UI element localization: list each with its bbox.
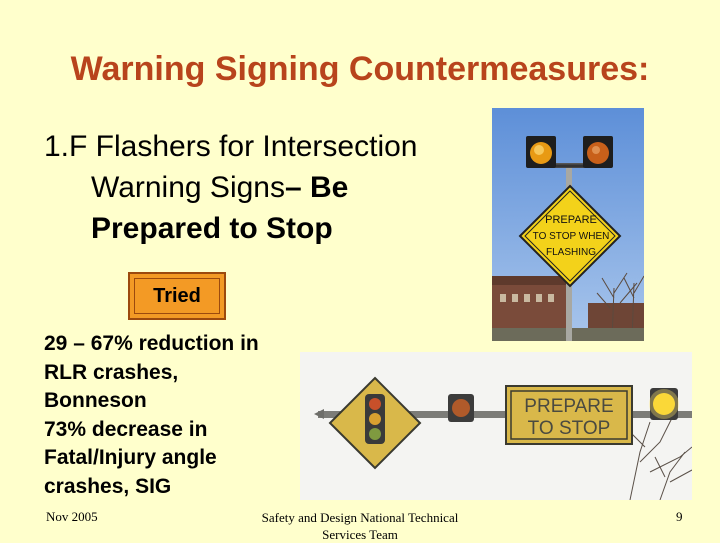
tried-badge: Tried [128, 272, 226, 320]
mast-arm-sign-photo: PREPARE TO STOP [300, 352, 692, 500]
item-line-2-plain: Warning Signs [91, 171, 285, 204]
countermeasure-item: 1.F Flashers for Intersection Warning Si… [44, 126, 474, 249]
item-line-1: 1.F Flashers for Intersection [44, 130, 418, 163]
flasher-sign-photo: PREPARE TO STOP WHEN FLASHING [492, 108, 644, 341]
sign-line: TO STOP WHEN [533, 231, 610, 242]
footer-team-line: Services Team [322, 527, 398, 542]
tried-label: Tried [134, 278, 220, 314]
stat-line: Fatal/Injury angle [44, 446, 217, 469]
item-line-3: Prepared to Stop [44, 208, 474, 249]
stat-line: 29 – 67% reduction in [44, 332, 259, 355]
sign-line: FLASHING [546, 247, 596, 258]
footer-team-line: Safety and Design National Technical [261, 510, 459, 525]
stat-line: Bonneson [44, 389, 147, 412]
footer-team: Safety and Design National Technical Ser… [240, 509, 480, 543]
stat-line: RLR crashes, [44, 360, 179, 384]
item-line-3-bold: Prepared to Stop [91, 212, 333, 245]
stats-block: 29 – 67% reduction in RLR crashes, Bonne… [44, 330, 259, 501]
footer-date: Nov 2005 [46, 509, 98, 524]
sign-line: PREPARE [524, 396, 613, 417]
sign-line: TO STOP [528, 418, 611, 439]
stat-line: 73% decrease in [44, 417, 208, 441]
stat-line: crashes, SIG [44, 474, 172, 498]
sign-line: PREPARE [545, 214, 597, 226]
page-number: 9 [676, 509, 683, 524]
slide-title: Warning Signing Countermeasures: [70, 50, 650, 88]
item-line-2-bold: – Be [284, 171, 349, 204]
item-line-2: Warning Signs– Be [44, 167, 474, 208]
